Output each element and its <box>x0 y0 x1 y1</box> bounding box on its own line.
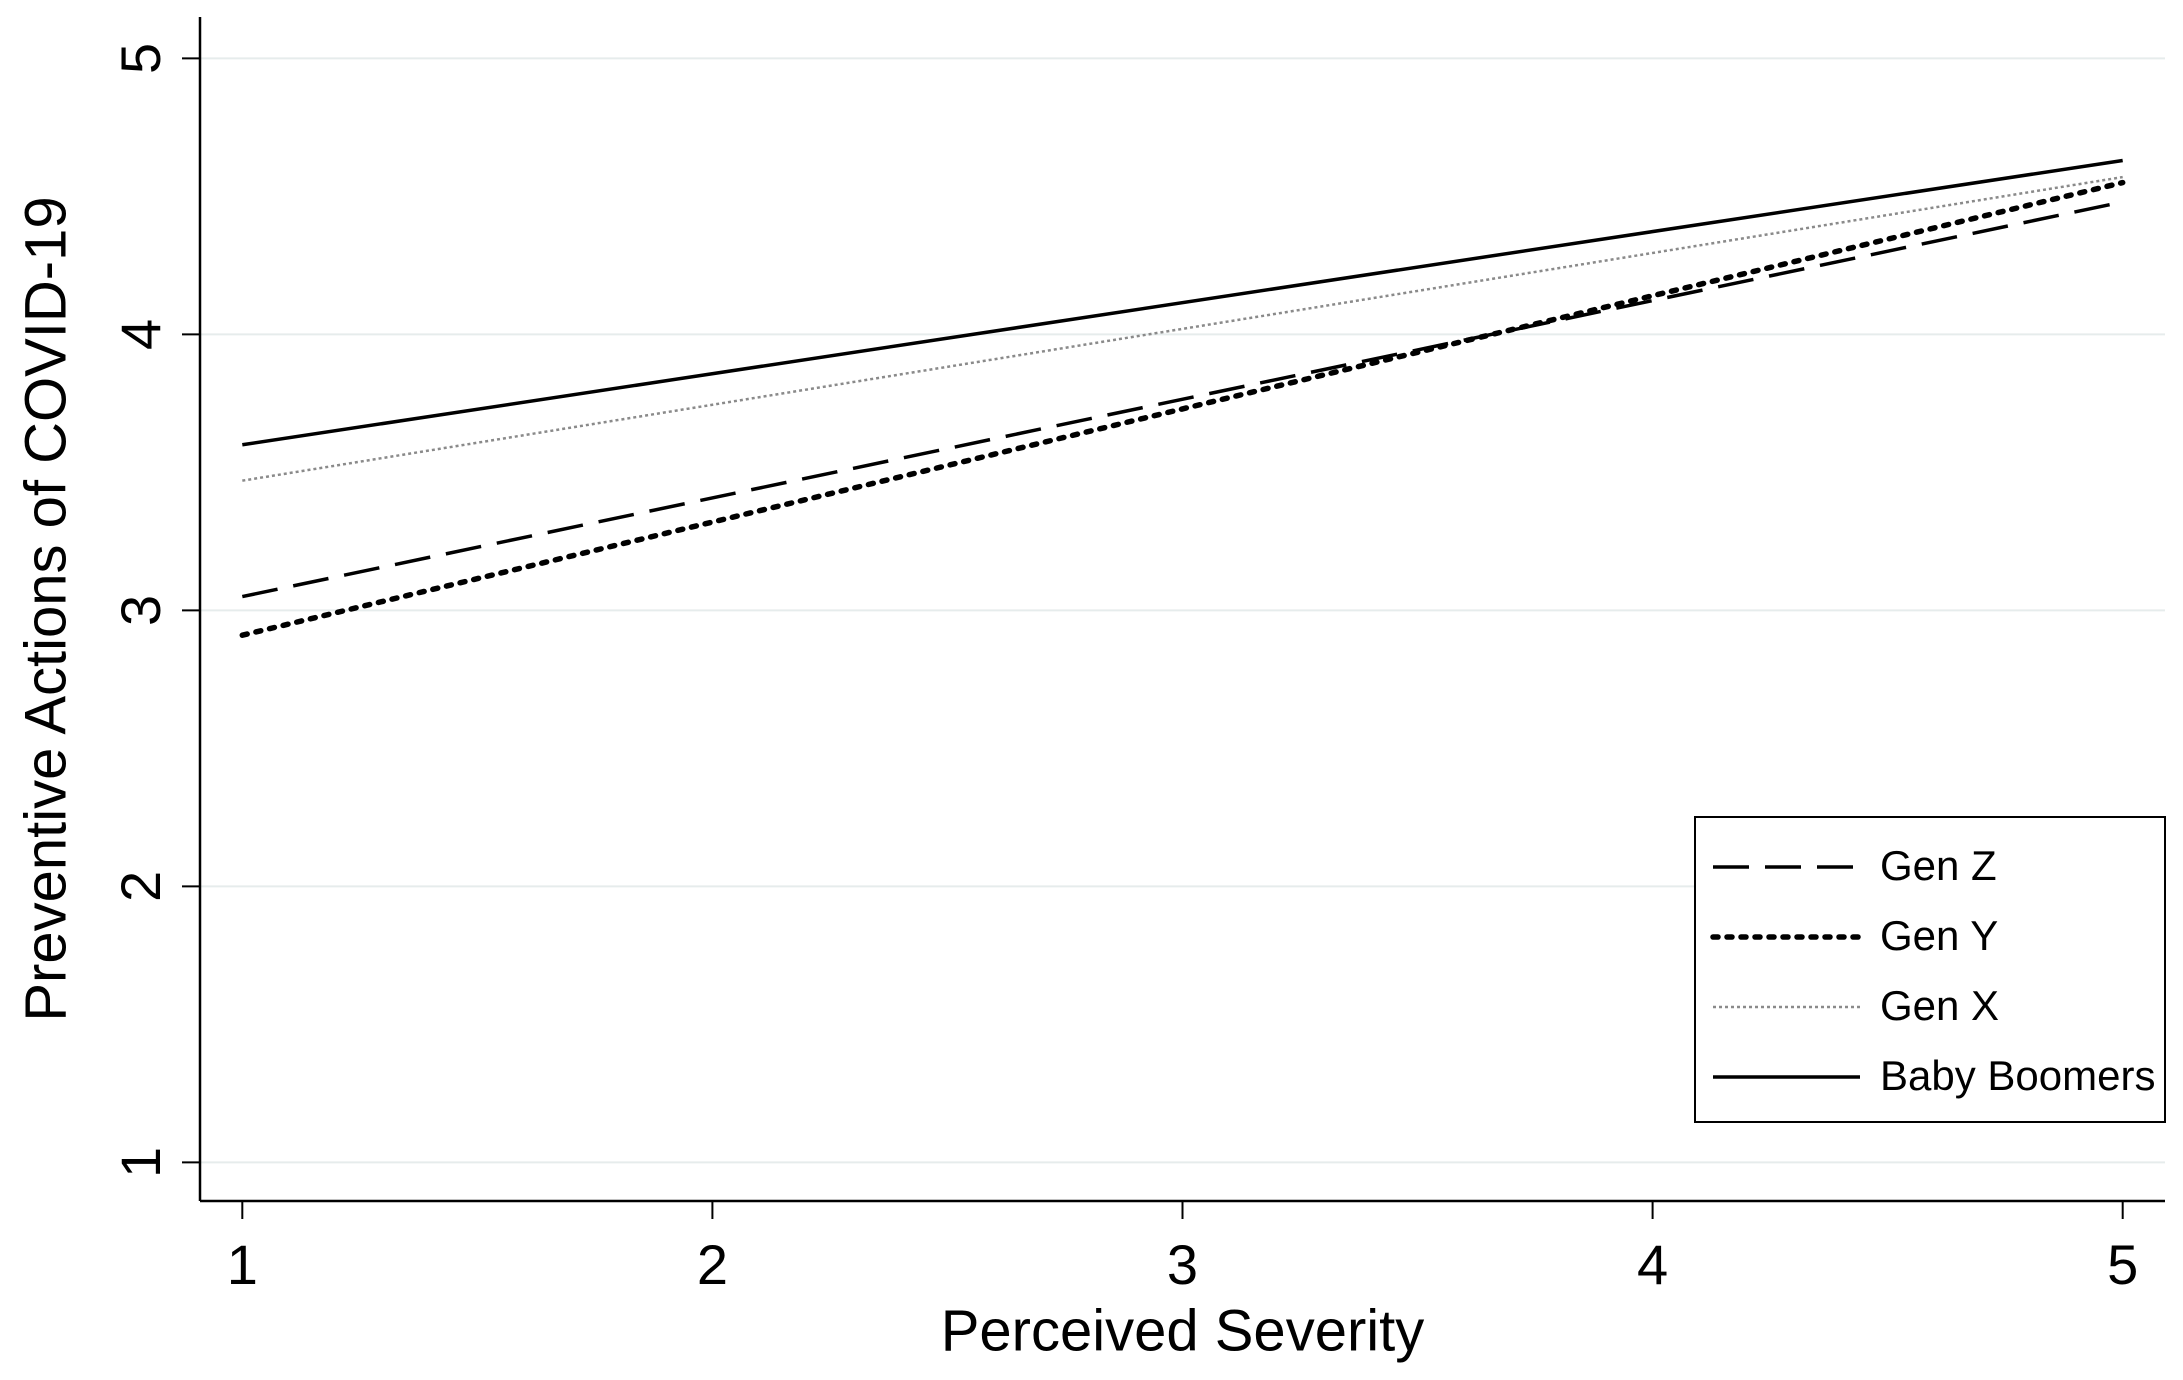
series-line <box>241 200 2124 599</box>
legend-label: Gen Y <box>1880 912 1998 959</box>
legend-label: Gen Z <box>1880 842 1997 889</box>
y-tick-label: 2 <box>109 871 172 902</box>
legend-label: Gen X <box>1880 982 1999 1029</box>
y-tick-label: 1 <box>109 1147 172 1178</box>
x-tick-label: 4 <box>1637 1233 1668 1296</box>
y-tick-label: 5 <box>109 43 172 74</box>
legend-label: Baby Boomers <box>1880 1052 2155 1099</box>
x-tick-label: 5 <box>2107 1233 2138 1296</box>
y-tick-label: 3 <box>109 595 172 626</box>
series-line <box>239 179 2126 638</box>
y-axis-label: Preventive Actions of COVID-19 <box>13 196 78 1021</box>
y-tick-label: 4 <box>109 319 172 350</box>
x-tick-label: 2 <box>697 1233 728 1296</box>
series-line <box>242 158 2123 447</box>
x-axis-label: Perceived Severity <box>941 1298 1425 1363</box>
x-tick-label: 1 <box>227 1233 258 1296</box>
x-tick-label: 3 <box>1167 1233 1198 1296</box>
